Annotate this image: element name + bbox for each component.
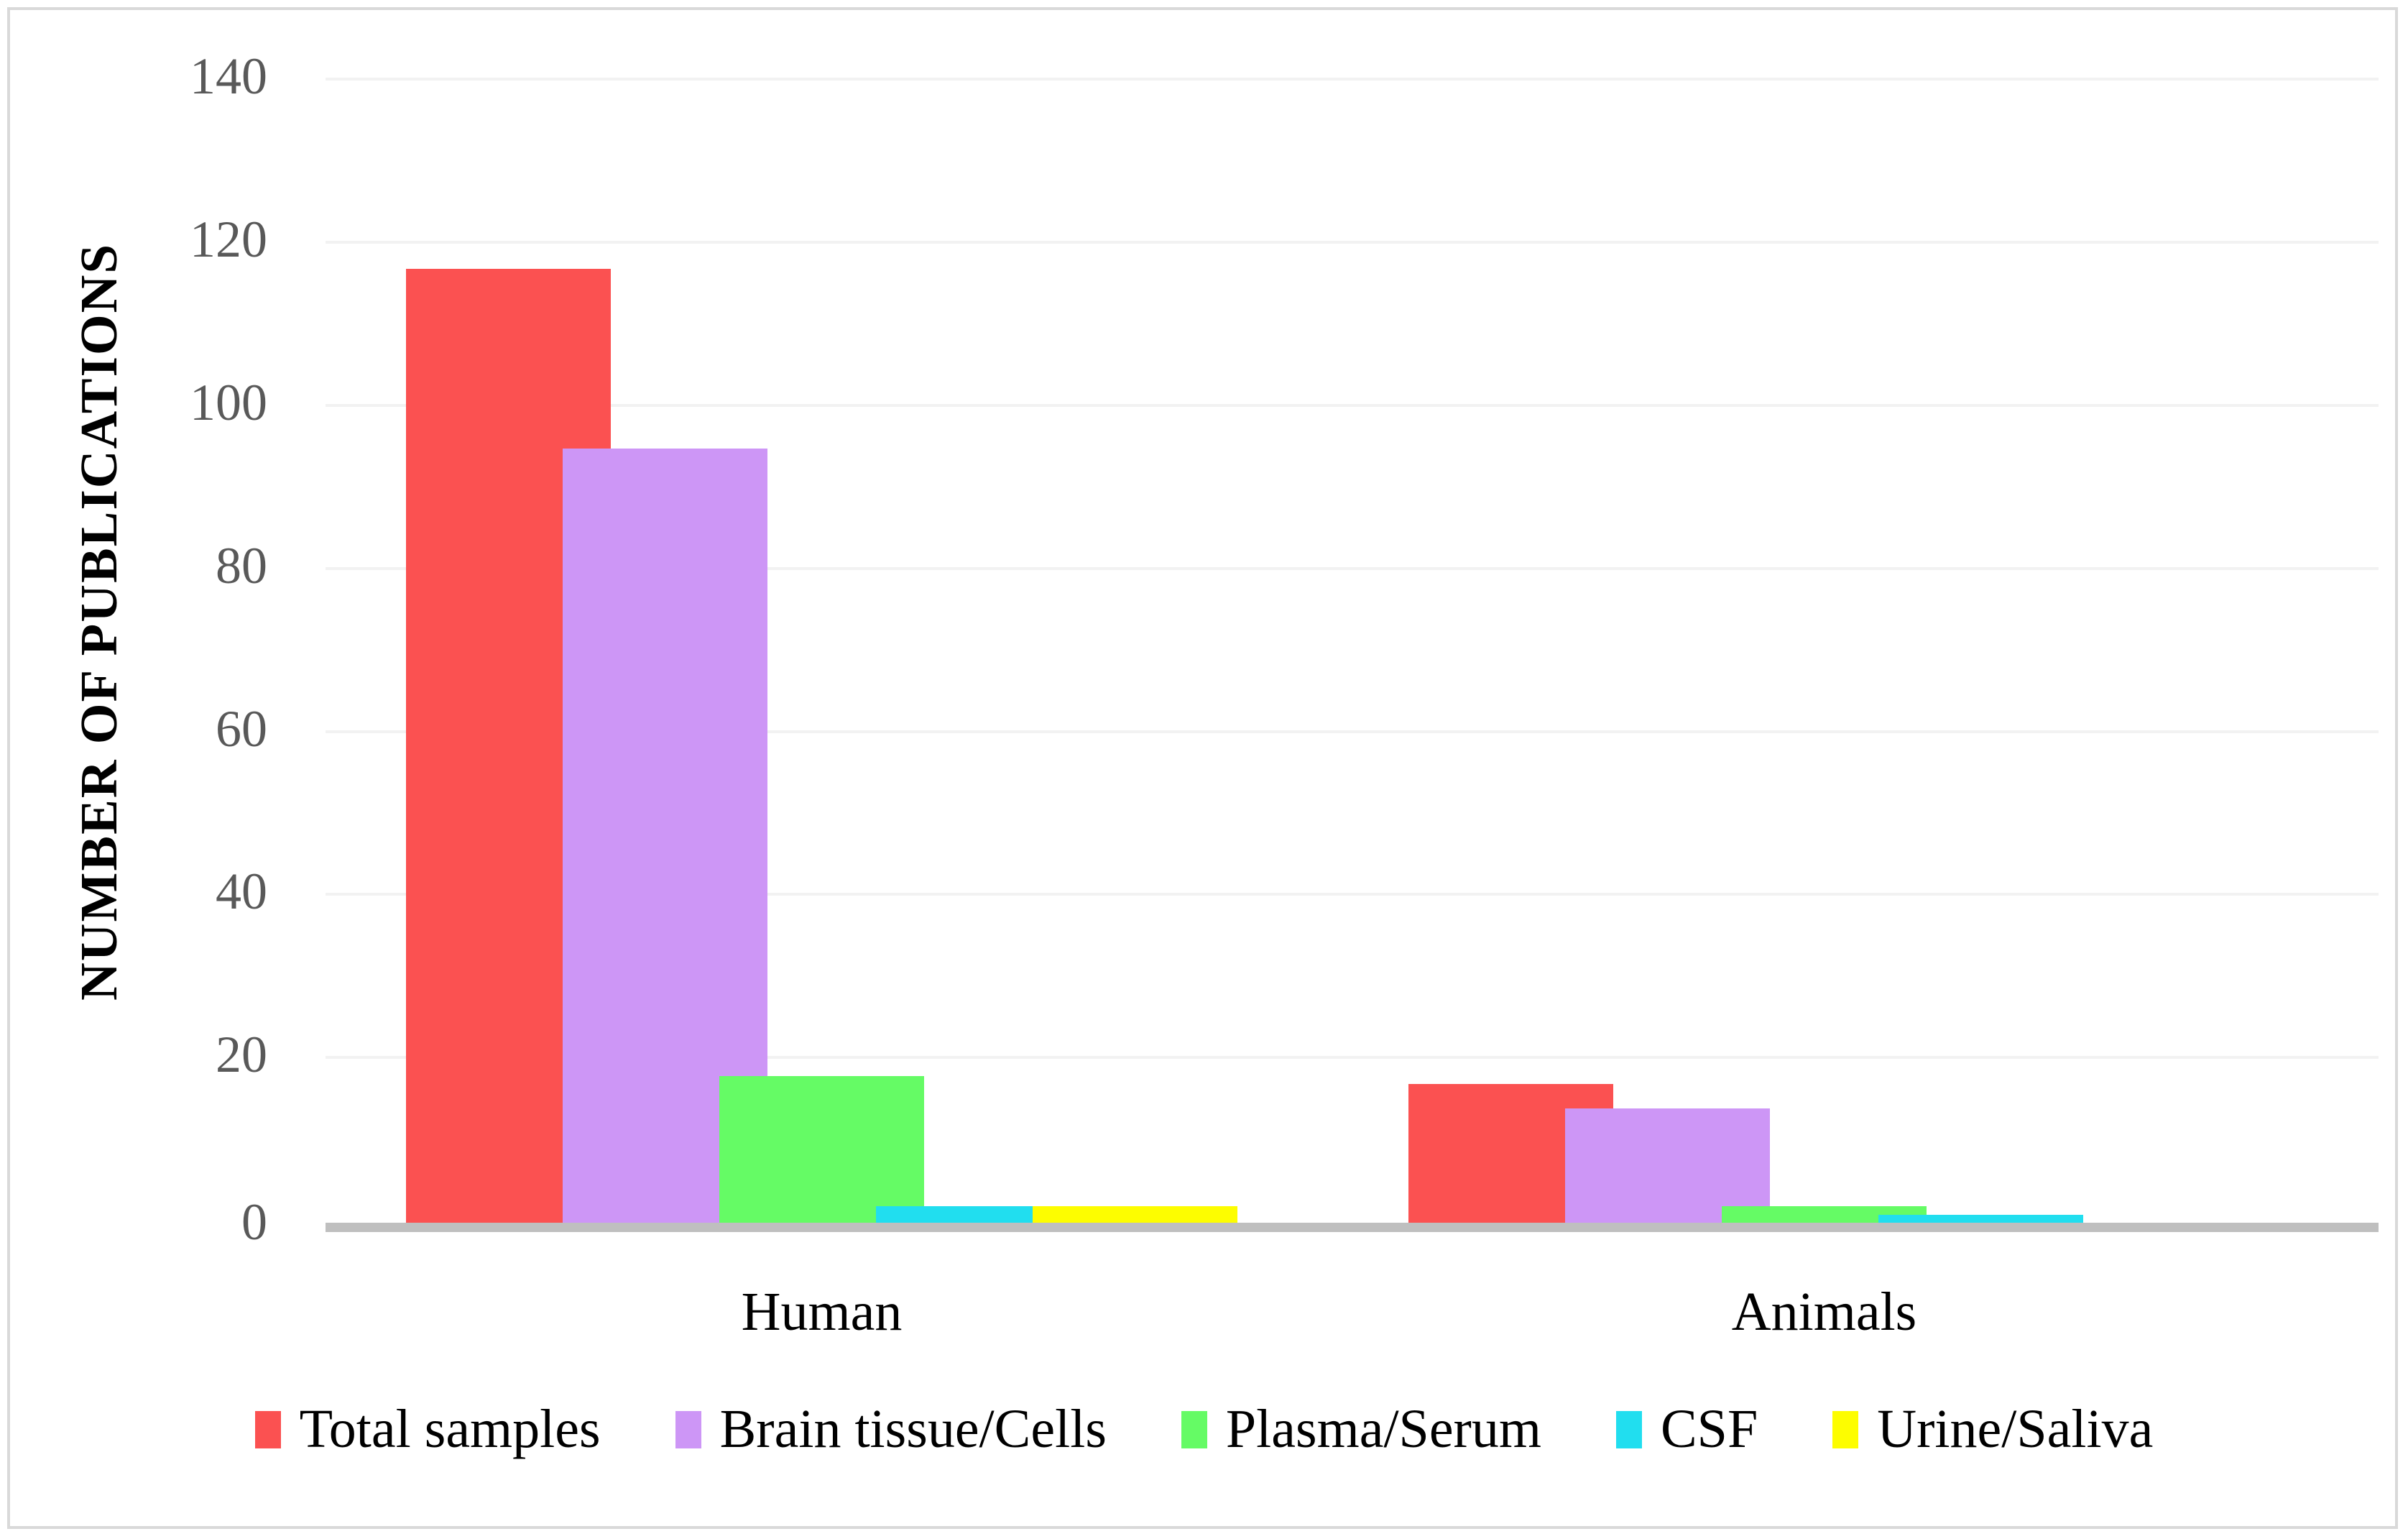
y-tick-label-120: 120	[190, 211, 267, 269]
gridline-20	[326, 1056, 2379, 1060]
legend-item-urine-saliva: Urine/Saliva	[1832, 1398, 2153, 1461]
legend: Total samples Brain tissue/Cells Plasma/Se…	[0, 1398, 2408, 1461]
legend-swatch-csf	[1615, 1410, 1642, 1448]
legend-item-csf: CSF	[1615, 1398, 1758, 1461]
legend-swatch-plasma-serum	[1181, 1410, 1207, 1448]
gridline-100	[326, 404, 2379, 407]
gridline-140	[326, 78, 2379, 81]
bar-cluster-animals	[1408, 0, 2240, 1223]
bar-plasma-serum-animals	[1722, 1206, 1927, 1223]
category-label-animals: Animals	[1731, 1282, 1917, 1342]
bar-csf-animals	[1878, 1215, 2083, 1223]
bar-csf-human	[876, 1206, 1081, 1223]
legend-swatch-brain-tissue-cells	[675, 1410, 701, 1448]
figure-border	[7, 7, 2398, 1529]
legend-label-plasma-serum: Plasma/Serum	[1225, 1399, 1541, 1459]
y-tick-label-40: 40	[216, 863, 267, 921]
legend-label-brain-tissue-cells: Brain tissue/Cells	[719, 1399, 1107, 1459]
legend-item-total-samples: Total samples	[254, 1398, 601, 1461]
bar-brain-tissue-cells-animals	[1565, 1108, 1770, 1223]
category-label-human: Human	[741, 1282, 903, 1342]
bar-urine-saliva-human	[1033, 1206, 1237, 1223]
y-tick-label-100: 100	[190, 374, 267, 432]
gridline-40	[326, 893, 2379, 896]
legend-swatch-total-samples	[254, 1410, 281, 1448]
gridline-60	[326, 730, 2379, 733]
legend-label-urine-saliva: Urine/Saliva	[1877, 1399, 2154, 1459]
y-tick-label-80: 80	[216, 536, 267, 594]
y-tick-label-20: 20	[216, 1026, 267, 1084]
bar-cluster-human	[406, 0, 1237, 1223]
gridline-120	[326, 241, 2379, 244]
y-tick-label-140: 140	[190, 47, 267, 106]
legend-label-total-samples: Total samples	[299, 1399, 601, 1459]
y-tick-label-0: 0	[241, 1193, 267, 1251]
legend-label-csf: CSF	[1660, 1399, 1758, 1459]
bar-plasma-serum-human	[719, 1076, 924, 1223]
legend-item-brain-tissue-cells: Brain tissue/Cells	[675, 1398, 1107, 1461]
legend-swatch-urine-saliva	[1832, 1410, 1859, 1448]
x-axis-line	[326, 1223, 2379, 1232]
gridline-80	[326, 566, 2379, 570]
legend-item-plasma-serum: Plasma/Serum	[1181, 1398, 1541, 1461]
y-tick-label-60: 60	[216, 699, 267, 758]
